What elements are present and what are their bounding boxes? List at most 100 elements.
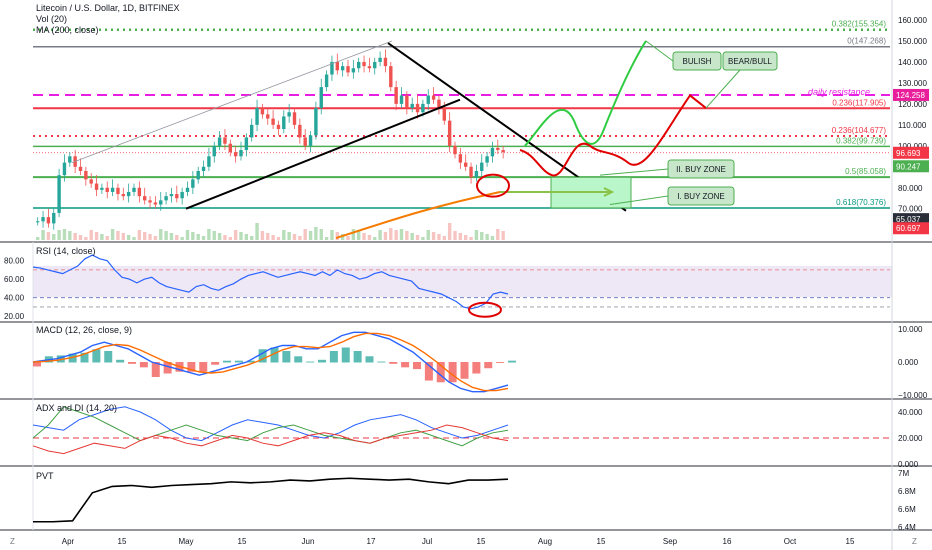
volume-bar bbox=[405, 231, 409, 240]
plus-di-line bbox=[32, 406, 509, 447]
volume-bar bbox=[447, 223, 452, 240]
macd-histogram-bar bbox=[401, 362, 410, 368]
price-badge-label: 90.247 bbox=[896, 162, 921, 171]
volume-bar bbox=[496, 229, 500, 240]
time-tick-label: Apr bbox=[62, 537, 75, 546]
low-highlight-ellipse bbox=[476, 173, 510, 198]
macd-histogram-bar bbox=[413, 362, 421, 370]
time-tick-label: 15 bbox=[477, 537, 486, 546]
volume-bar bbox=[389, 228, 393, 240]
candle-body bbox=[298, 124, 302, 138]
macd-histogram-bar bbox=[116, 359, 125, 363]
candle-body bbox=[447, 120, 452, 146]
buy-zone-2-callout[interactable] bbox=[667, 159, 735, 179]
candle-body bbox=[159, 200, 163, 205]
volume-bar bbox=[480, 232, 484, 240]
horizontal-levels: 0.382(155.354) 0(147.268) 0.236(117.905) 0.… bbox=[33, 20, 890, 209]
candle-body bbox=[169, 194, 174, 197]
time-tick-label: Aug bbox=[538, 537, 552, 546]
candle-body bbox=[46, 217, 51, 224]
candle-body bbox=[453, 145, 457, 155]
right-scale-toggle[interactable]: Z bbox=[912, 537, 917, 546]
candle-body bbox=[201, 166, 206, 171]
candle-body bbox=[260, 108, 265, 115]
candle-body bbox=[62, 162, 67, 176]
volume-bar bbox=[464, 235, 468, 240]
candle-body bbox=[116, 187, 120, 195]
volume-bar bbox=[335, 232, 339, 240]
macd-histogram-bar bbox=[234, 360, 243, 363]
macd-histogram-bar bbox=[448, 362, 457, 383]
volume-bar bbox=[164, 231, 168, 240]
volume-bar bbox=[228, 237, 232, 240]
signal-line bbox=[32, 332, 509, 392]
bulish-callout[interactable] bbox=[672, 51, 722, 71]
price-tick-label: 130.000 bbox=[898, 79, 927, 88]
bear-bull-text: BEAR/BULL bbox=[728, 57, 773, 66]
macd-histogram-bar bbox=[377, 361, 386, 363]
rsi-tick-label: 80.00 bbox=[4, 257, 25, 266]
macd-histogram-bar bbox=[329, 351, 338, 363]
volume-bar bbox=[324, 237, 329, 240]
time-tick-label: Sep bbox=[663, 537, 678, 546]
rsi-label: RSI (14, close) bbox=[36, 246, 96, 256]
volume-bar bbox=[153, 236, 158, 240]
macd-line bbox=[32, 331, 509, 393]
volume-bar bbox=[143, 232, 147, 240]
candle-body bbox=[276, 124, 281, 130]
fib-level-label: 0.382(155.354) bbox=[832, 20, 887, 29]
candle-body bbox=[389, 66, 393, 88]
price-tick-label: 100.000 bbox=[898, 142, 927, 151]
candle-body bbox=[100, 187, 104, 190]
price-badge-label: 124.258 bbox=[896, 91, 925, 100]
price-axis[interactable]: 160.000 150.000 140.000 130.000 120.000 110.0… bbox=[893, 16, 929, 235]
candle-body bbox=[485, 156, 489, 163]
macd-histogram-bar bbox=[139, 362, 148, 368]
rsi-tick-label: 40.00 bbox=[4, 294, 25, 303]
macd-histogram-bar bbox=[80, 352, 89, 363]
candle-body bbox=[185, 187, 190, 192]
candlesticks bbox=[36, 49, 505, 230]
candle-body bbox=[367, 66, 372, 69]
candle-body bbox=[399, 95, 404, 104]
macd-histogram-bar bbox=[508, 360, 516, 363]
candle-body bbox=[314, 108, 318, 136]
daily-resistance-label: daily resistance bbox=[808, 87, 870, 97]
candle-body bbox=[212, 145, 216, 157]
volume-bar bbox=[148, 234, 152, 240]
macd-histogram-bar bbox=[424, 362, 433, 381]
rsi-low-ellipse bbox=[468, 301, 502, 318]
candle-body bbox=[132, 187, 136, 192]
macd-histogram-bar bbox=[294, 356, 303, 363]
volume-bar bbox=[501, 231, 505, 240]
buy-zone-1-connector bbox=[609, 195, 669, 206]
time-axis[interactable]: Apr 15 May 15 Jun 17 Jul 15 Aug 15 Sep 16 Oct 15 bbox=[62, 537, 855, 546]
candle-body bbox=[303, 137, 307, 146]
candle-body bbox=[228, 143, 232, 153]
candle-body bbox=[239, 150, 243, 157]
volume-bar bbox=[196, 234, 200, 240]
macd-histogram-bar bbox=[104, 351, 113, 363]
adx-tick-label: 40.000 bbox=[898, 408, 923, 417]
trendline-drawings[interactable] bbox=[71, 40, 741, 240]
fib-level-label: 0.618(70.376) bbox=[836, 198, 886, 207]
candle-body bbox=[148, 200, 152, 203]
left-scale-toggle[interactable]: Z bbox=[10, 537, 15, 546]
candle-body bbox=[378, 57, 382, 62]
time-tick-label: Jul bbox=[422, 537, 432, 546]
candle-body bbox=[36, 221, 40, 223]
volume-bar bbox=[292, 234, 297, 240]
price-tick-label: 120.000 bbox=[898, 100, 927, 109]
volume-bar bbox=[346, 236, 350, 240]
macd-histogram-bar bbox=[460, 362, 469, 379]
price-badge bbox=[893, 213, 929, 226]
volume-bars bbox=[36, 223, 505, 240]
volume-bar bbox=[362, 233, 366, 240]
candle-body bbox=[143, 196, 147, 201]
bear-bull-callout[interactable] bbox=[722, 51, 778, 71]
pvt-tick-label: 6.6M bbox=[898, 505, 916, 514]
macd-histogram-bar bbox=[496, 362, 505, 363]
volume-bar bbox=[84, 237, 88, 240]
buy-zone-1-callout[interactable] bbox=[667, 186, 735, 206]
